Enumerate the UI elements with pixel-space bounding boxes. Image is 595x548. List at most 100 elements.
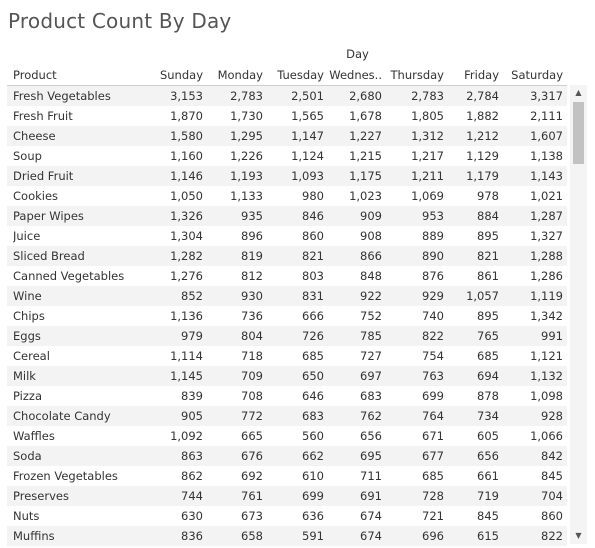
value-cell: 860 bbox=[302, 229, 324, 243]
table-row[interactable]: Fresh Vegetables 3,153 2,783 2,501 2,680 2,78… bbox=[7, 86, 567, 106]
product-cell: Cheese bbox=[13, 129, 56, 143]
product-cell: Fresh Fruit bbox=[13, 109, 73, 123]
header-day[interactable]: Saturday bbox=[511, 68, 563, 82]
value-cell: 1,607 bbox=[530, 129, 563, 143]
value-cell: 721 bbox=[422, 509, 444, 523]
value-cell: 930 bbox=[241, 289, 263, 303]
table-row[interactable]: Soup 1,160 1,226 1,124 1,215 1,217 1,129 1,138 bbox=[7, 146, 567, 166]
value-cell: 1,295 bbox=[230, 129, 263, 143]
table-row[interactable]: Preserves 744 761 699 691 728 719 704 bbox=[7, 486, 567, 506]
table-row[interactable]: Fresh Fruit 1,870 1,730 1,565 1,678 1,805 1,88… bbox=[7, 106, 567, 126]
value-cell: 1,678 bbox=[349, 109, 382, 123]
triangle-down-icon[interactable]: ▼ bbox=[575, 531, 582, 540]
header-day[interactable]: Tuesday bbox=[277, 68, 324, 82]
value-cell: 861 bbox=[477, 269, 499, 283]
table-row[interactable]: Eggs 979 804 726 785 822 765 991 bbox=[7, 326, 567, 346]
value-cell: 819 bbox=[241, 249, 263, 263]
table-row[interactable]: Cheese 1,580 1,295 1,147 1,227 1,312 1,212 1,60… bbox=[7, 126, 567, 146]
header-day[interactable]: Monday bbox=[217, 68, 263, 82]
table-row[interactable]: Waffles 1,092 665 560 656 671 605 1,066 bbox=[7, 426, 567, 446]
product-cell: Soda bbox=[13, 449, 42, 463]
product-cell: Eggs bbox=[13, 329, 41, 343]
table-row[interactable]: Nuts 630 673 636 674 721 845 860 bbox=[7, 506, 567, 526]
value-cell: 812 bbox=[241, 269, 263, 283]
value-cell: 1,136 bbox=[170, 309, 203, 323]
scroll-thumb[interactable] bbox=[573, 102, 584, 164]
value-cell: 1,175 bbox=[349, 169, 382, 183]
product-cell: Sliced Bread bbox=[13, 249, 85, 263]
table-row[interactable]: Paper Wipes 1,326 935 846 909 953 884 1,287 bbox=[7, 206, 567, 226]
table-row[interactable]: Milk 1,145 709 650 697 763 694 1,132 bbox=[7, 366, 567, 386]
value-cell: 1,215 bbox=[349, 149, 382, 163]
value-cell: 895 bbox=[477, 309, 499, 323]
value-cell: 3,153 bbox=[170, 89, 203, 103]
value-cell: 656 bbox=[360, 429, 382, 443]
table-row[interactable]: Sliced Bread 1,282 819 821 866 890 821 1,288 bbox=[7, 246, 567, 266]
value-cell: 1,145 bbox=[170, 369, 203, 383]
value-cell: 2,783 bbox=[230, 89, 263, 103]
value-cell: 754 bbox=[422, 349, 444, 363]
value-cell: 610 bbox=[302, 469, 324, 483]
triangle-up-icon[interactable]: ▲ bbox=[575, 88, 582, 97]
value-cell: 928 bbox=[541, 409, 563, 423]
value-cell: 646 bbox=[302, 389, 324, 403]
header-product[interactable]: Product bbox=[13, 68, 57, 82]
table-row[interactable]: Wine 852 930 831 922 929 1,057 1,119 bbox=[7, 286, 567, 306]
table-row[interactable]: Muffins 836 658 591 674 696 615 822 bbox=[7, 526, 567, 546]
value-cell: 671 bbox=[422, 429, 444, 443]
value-cell: 744 bbox=[181, 489, 203, 503]
value-cell: 1,226 bbox=[230, 149, 263, 163]
product-cell: Chips bbox=[13, 309, 45, 323]
product-cell: Canned Vegetables bbox=[13, 269, 125, 283]
value-cell: 726 bbox=[302, 329, 324, 343]
table-row[interactable]: Juice 1,304 896 860 908 889 895 1,327 bbox=[7, 226, 567, 246]
table-row[interactable]: Pizza 839 708 646 683 699 878 1,098 bbox=[7, 386, 567, 406]
value-cell: 752 bbox=[360, 309, 382, 323]
table-row[interactable]: Canned Vegetables 1,276 812 803 848 876 861 1,2… bbox=[7, 266, 567, 286]
table-row[interactable]: Frozen Vegetables 862 692 610 711 685 661 845 bbox=[7, 466, 567, 486]
value-cell: 673 bbox=[241, 509, 263, 523]
value-cell: 1,580 bbox=[170, 129, 203, 143]
value-cell: 2,111 bbox=[530, 109, 563, 123]
value-cell: 1,119 bbox=[530, 289, 563, 303]
product-cell: Chocolate Candy bbox=[13, 409, 111, 423]
header-day[interactable]: Thursday bbox=[390, 68, 444, 82]
table-row[interactable]: Cereal 1,114 718 685 727 754 685 1,121 bbox=[7, 346, 567, 366]
table-row[interactable]: Chips 1,136 736 666 752 740 895 1,342 bbox=[7, 306, 567, 326]
value-cell: 665 bbox=[241, 429, 263, 443]
value-cell: 677 bbox=[422, 449, 444, 463]
value-cell: 889 bbox=[422, 229, 444, 243]
product-cell: Dried Fruit bbox=[13, 169, 74, 183]
value-cell: 845 bbox=[477, 509, 499, 523]
value-cell: 1,124 bbox=[291, 149, 324, 163]
value-cell: 674 bbox=[360, 509, 382, 523]
table-body: Fresh Vegetables 3,153 2,783 2,501 2,680 2,78… bbox=[7, 86, 567, 546]
value-cell: 1,193 bbox=[230, 169, 263, 183]
value-cell: 656 bbox=[477, 449, 499, 463]
value-cell: 852 bbox=[181, 289, 203, 303]
table-row[interactable]: Cookies 1,050 1,133 980 1,023 1,069 978 1,021 bbox=[7, 186, 567, 206]
value-cell: 685 bbox=[477, 349, 499, 363]
value-cell: 822 bbox=[422, 329, 444, 343]
table-row[interactable]: Chocolate Candy 905 772 683 762 764 734 928 bbox=[7, 406, 567, 426]
value-cell: 718 bbox=[241, 349, 263, 363]
table-row[interactable]: Soda 863 676 662 695 677 656 842 bbox=[7, 446, 567, 466]
header-day[interactable]: Wednes.. bbox=[329, 68, 382, 82]
table-row[interactable]: Dried Fruit 1,146 1,193 1,093 1,175 1,211 1,17… bbox=[7, 166, 567, 186]
value-cell: 803 bbox=[302, 269, 324, 283]
header-day[interactable]: Friday bbox=[464, 68, 499, 82]
product-cell: Waffles bbox=[13, 429, 55, 443]
vertical-scrollbar[interactable]: ▲ ▼ bbox=[570, 85, 587, 544]
value-cell: 1,286 bbox=[530, 269, 563, 283]
header-day[interactable]: Sunday bbox=[159, 68, 203, 82]
value-cell: 765 bbox=[477, 329, 499, 343]
value-cell: 1,312 bbox=[411, 129, 444, 143]
value-cell: 1,143 bbox=[530, 169, 563, 183]
value-cell: 1,129 bbox=[466, 149, 499, 163]
value-cell: 1,282 bbox=[170, 249, 203, 263]
value-cell: 848 bbox=[360, 269, 382, 283]
value-cell: 740 bbox=[422, 309, 444, 323]
value-cell: 862 bbox=[181, 469, 203, 483]
value-cell: 685 bbox=[422, 469, 444, 483]
product-cell: Milk bbox=[13, 369, 36, 383]
